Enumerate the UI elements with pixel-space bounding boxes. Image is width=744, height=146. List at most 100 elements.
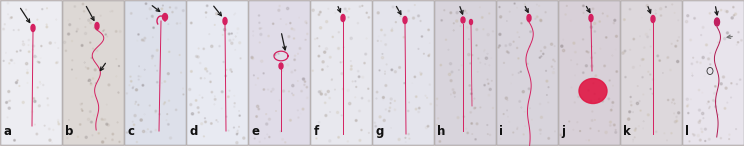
Circle shape xyxy=(210,73,211,74)
Circle shape xyxy=(418,48,419,49)
Circle shape xyxy=(355,97,356,98)
Circle shape xyxy=(607,15,608,17)
Circle shape xyxy=(176,23,178,24)
Circle shape xyxy=(726,11,728,13)
Circle shape xyxy=(280,131,281,132)
Circle shape xyxy=(417,15,420,17)
Circle shape xyxy=(94,27,95,29)
Circle shape xyxy=(130,80,132,82)
Circle shape xyxy=(92,96,93,97)
Circle shape xyxy=(414,76,416,78)
Circle shape xyxy=(80,103,82,105)
Text: g: g xyxy=(376,125,384,138)
Circle shape xyxy=(17,80,18,81)
Circle shape xyxy=(10,17,11,19)
Circle shape xyxy=(22,43,25,46)
Circle shape xyxy=(170,137,172,139)
Circle shape xyxy=(388,110,390,112)
Circle shape xyxy=(135,101,136,102)
Circle shape xyxy=(39,62,40,63)
Circle shape xyxy=(33,98,35,99)
Circle shape xyxy=(632,66,635,68)
Circle shape xyxy=(480,62,481,63)
Circle shape xyxy=(74,6,76,7)
Circle shape xyxy=(285,142,286,143)
Circle shape xyxy=(279,100,280,101)
Circle shape xyxy=(251,56,253,59)
Circle shape xyxy=(378,135,380,137)
Circle shape xyxy=(332,36,333,38)
Circle shape xyxy=(429,54,430,55)
Circle shape xyxy=(591,120,593,121)
Circle shape xyxy=(350,68,352,70)
Circle shape xyxy=(91,121,92,123)
Circle shape xyxy=(586,65,588,67)
Circle shape xyxy=(135,89,138,91)
Circle shape xyxy=(203,136,205,137)
Circle shape xyxy=(77,28,79,30)
Circle shape xyxy=(85,32,87,35)
Circle shape xyxy=(229,90,230,91)
Circle shape xyxy=(629,111,631,113)
Circle shape xyxy=(358,76,360,78)
Circle shape xyxy=(485,57,487,59)
Ellipse shape xyxy=(714,18,719,26)
Circle shape xyxy=(441,20,443,21)
Circle shape xyxy=(33,45,35,47)
Circle shape xyxy=(415,108,417,110)
Circle shape xyxy=(630,97,631,98)
Bar xyxy=(373,1,434,145)
Ellipse shape xyxy=(579,79,607,104)
Circle shape xyxy=(65,50,67,51)
Circle shape xyxy=(499,33,501,35)
Circle shape xyxy=(191,113,193,115)
Circle shape xyxy=(590,100,592,102)
Circle shape xyxy=(728,134,730,135)
Circle shape xyxy=(519,100,521,102)
Circle shape xyxy=(216,13,218,15)
Circle shape xyxy=(88,19,90,21)
Circle shape xyxy=(254,138,255,139)
Circle shape xyxy=(450,80,452,82)
Circle shape xyxy=(382,97,385,99)
Circle shape xyxy=(38,62,39,63)
Circle shape xyxy=(390,103,391,104)
Bar xyxy=(559,1,620,145)
Circle shape xyxy=(484,84,485,86)
Circle shape xyxy=(592,8,594,10)
Circle shape xyxy=(87,118,90,120)
Circle shape xyxy=(226,116,227,117)
Circle shape xyxy=(421,36,423,37)
Circle shape xyxy=(500,17,501,19)
Circle shape xyxy=(665,6,667,7)
Circle shape xyxy=(586,51,587,52)
Circle shape xyxy=(412,17,414,19)
Circle shape xyxy=(229,39,231,41)
Circle shape xyxy=(291,28,292,29)
Circle shape xyxy=(722,76,725,78)
Circle shape xyxy=(362,5,363,6)
Text: a: a xyxy=(4,125,11,138)
Circle shape xyxy=(740,79,741,80)
Circle shape xyxy=(655,131,657,133)
Circle shape xyxy=(521,23,522,24)
Circle shape xyxy=(720,9,722,11)
Circle shape xyxy=(294,59,295,61)
Bar xyxy=(682,1,743,145)
Circle shape xyxy=(350,37,353,40)
Circle shape xyxy=(326,21,328,23)
Circle shape xyxy=(150,131,152,133)
Circle shape xyxy=(487,79,488,80)
Circle shape xyxy=(548,137,550,139)
Circle shape xyxy=(318,91,321,93)
Circle shape xyxy=(104,119,106,120)
Circle shape xyxy=(474,107,475,109)
Circle shape xyxy=(560,133,562,135)
Circle shape xyxy=(539,57,540,58)
Circle shape xyxy=(449,63,452,65)
Circle shape xyxy=(551,43,553,45)
Circle shape xyxy=(541,51,542,52)
Circle shape xyxy=(455,20,458,22)
Circle shape xyxy=(293,29,295,31)
Circle shape xyxy=(687,15,689,17)
